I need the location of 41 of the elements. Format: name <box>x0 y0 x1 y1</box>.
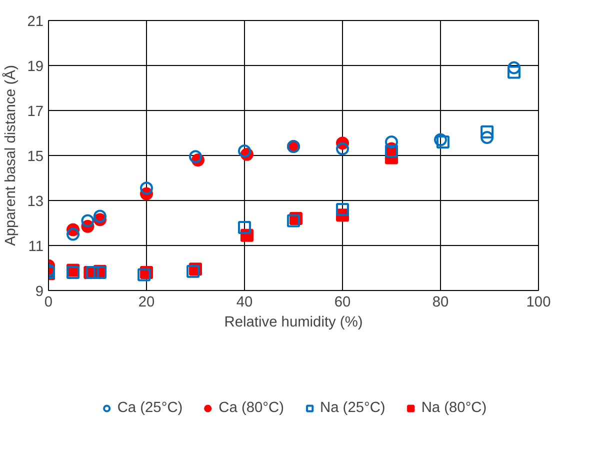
point <box>186 264 200 278</box>
point <box>140 182 153 195</box>
point <box>287 214 300 228</box>
point <box>436 136 450 148</box>
point <box>66 228 80 241</box>
point <box>385 144 398 158</box>
legend-label: Na (25°C) <box>320 400 386 416</box>
point <box>189 150 202 164</box>
x-tick-label: 40 <box>236 294 253 310</box>
y-tick-label: 21 <box>27 14 44 30</box>
point <box>480 131 494 144</box>
point <box>86 266 100 279</box>
point <box>480 125 494 138</box>
legend-label: Ca (80°C) <box>218 400 284 416</box>
point <box>336 142 349 156</box>
x-tick-label: 100 <box>526 294 551 310</box>
y-tick-label: 13 <box>27 194 44 210</box>
point <box>434 133 447 146</box>
point <box>336 203 349 216</box>
x-axis-title: Relative humidity (%) <box>224 314 363 330</box>
y-tick-label: 9 <box>35 284 44 300</box>
point <box>508 66 520 79</box>
x-tick-label: 80 <box>432 294 449 310</box>
legend-label: Na (80°C) <box>421 400 487 416</box>
legend-label: Ca (25°C) <box>117 400 183 416</box>
y-tick-label: 17 <box>27 104 44 120</box>
y-tick-label: 11 <box>28 239 44 255</box>
point <box>138 268 151 282</box>
x-tick-label: 0 <box>44 294 53 310</box>
point <box>238 144 251 158</box>
point <box>81 214 94 228</box>
y-tick-label: 15 <box>27 149 44 165</box>
point <box>238 221 251 234</box>
point <box>508 61 520 74</box>
x-tick-label: 60 <box>334 294 351 310</box>
y-axis-title: Apparent basal distance (Å) <box>2 65 20 246</box>
point <box>93 210 106 223</box>
y-tick-label: 19 <box>27 59 44 75</box>
point <box>66 266 80 279</box>
x-tick-label: 20 <box>138 294 155 310</box>
point <box>385 136 398 148</box>
